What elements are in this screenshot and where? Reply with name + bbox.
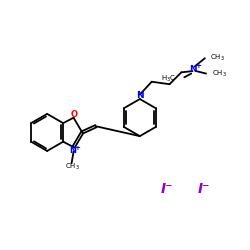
- Text: CH$_3$: CH$_3$: [64, 162, 80, 172]
- Text: N: N: [189, 65, 197, 74]
- Text: I⁻: I⁻: [161, 182, 173, 196]
- Text: N: N: [69, 146, 76, 155]
- Text: I⁻: I⁻: [198, 182, 210, 196]
- Text: CH$_3$: CH$_3$: [210, 53, 225, 63]
- Text: +: +: [74, 145, 80, 151]
- Text: CH$_3$: CH$_3$: [212, 69, 226, 79]
- Text: H$_3$C: H$_3$C: [161, 74, 176, 84]
- Text: +: +: [195, 63, 201, 69]
- Text: N: N: [136, 91, 144, 100]
- Text: O: O: [70, 110, 78, 119]
